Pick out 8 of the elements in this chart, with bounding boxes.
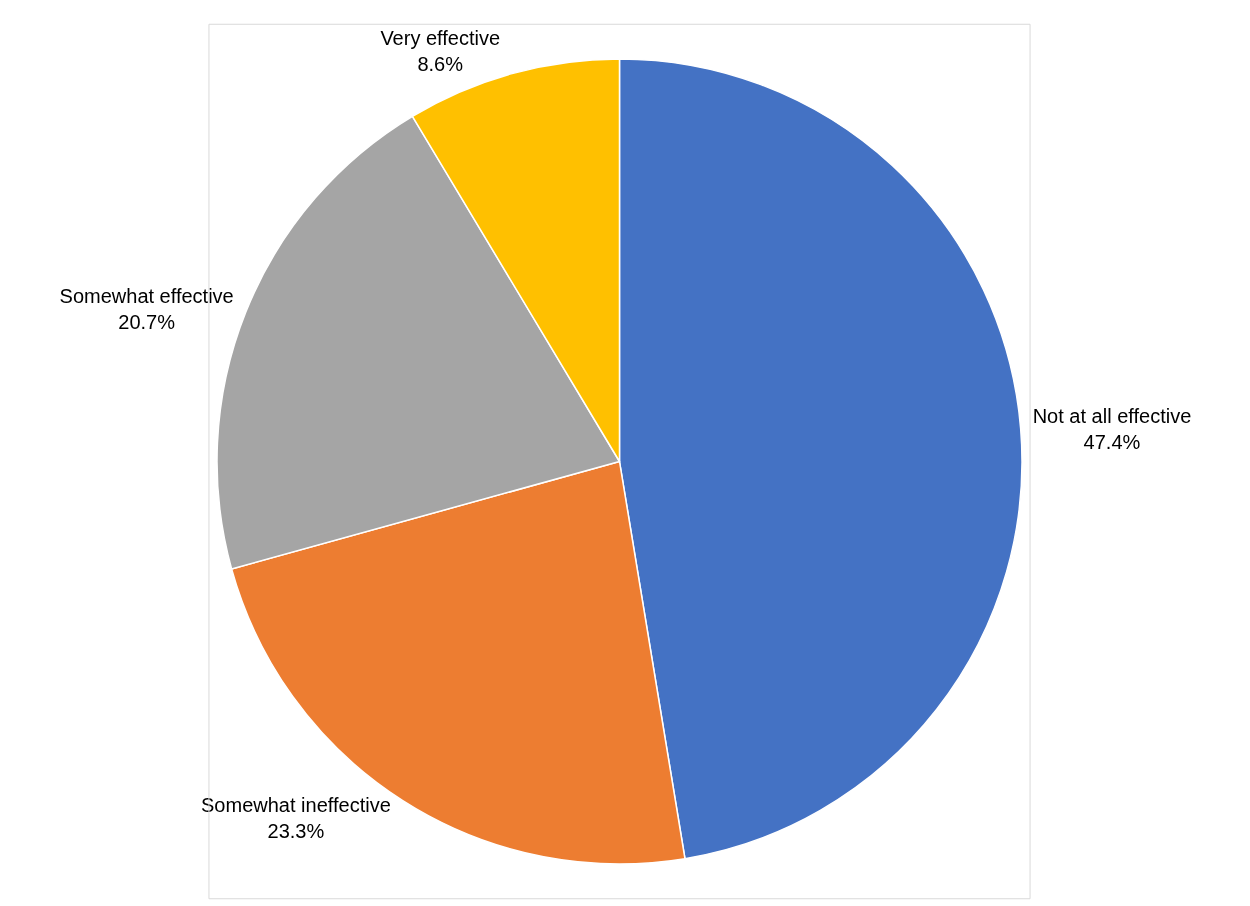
slice-label: Somewhat effective xyxy=(59,284,234,307)
slice-label: Not at all effective xyxy=(1032,404,1192,427)
data-label: 20.7% xyxy=(118,310,176,333)
data-label: 8.6% xyxy=(417,53,464,76)
data-label: 23.3% xyxy=(267,819,325,842)
slice-label: Very effective xyxy=(380,27,501,50)
data-label: 47.4% xyxy=(1083,430,1141,453)
slice-label: Somewhat ineffective xyxy=(201,793,391,816)
